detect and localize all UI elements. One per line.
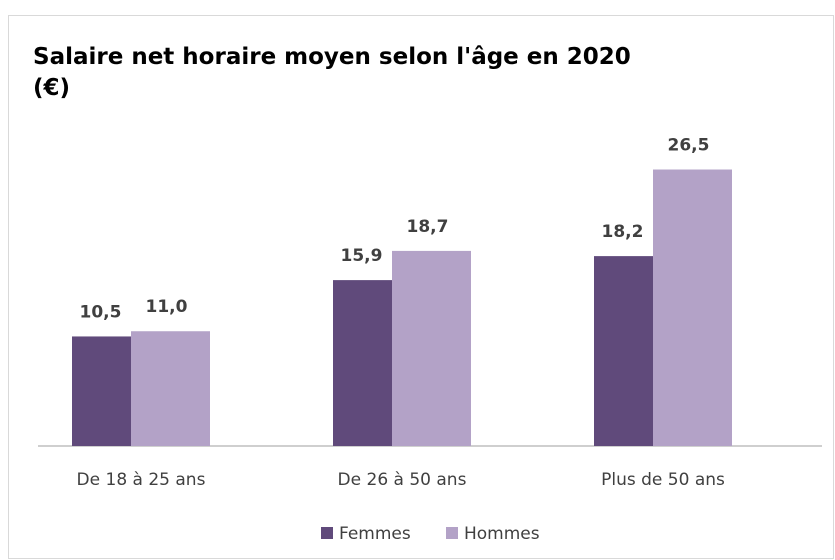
legend-swatch — [446, 527, 458, 539]
bar — [594, 256, 653, 446]
x-tick-label: De 26 à 50 ans — [338, 470, 467, 490]
x-tick-label: Plus de 50 ans — [601, 470, 725, 490]
legend-label: Hommes — [464, 524, 540, 544]
value-label: 26,5 — [668, 136, 710, 156]
bar — [333, 280, 392, 446]
bar — [131, 331, 210, 446]
chart-frame — [8, 15, 834, 559]
value-label: 18,2 — [602, 222, 644, 242]
value-label: 10,5 — [80, 302, 122, 322]
chart-title: Salaire net horaire moyen selon l'âge en… — [33, 44, 631, 101]
bar — [653, 169, 732, 446]
legend-label: Femmes — [339, 524, 411, 544]
value-label: 18,7 — [407, 217, 449, 237]
bar — [392, 250, 471, 446]
bar — [72, 336, 131, 446]
x-tick-label: De 18 à 25 ans — [77, 470, 206, 490]
legend-swatch — [321, 527, 333, 539]
value-label: 15,9 — [341, 246, 383, 266]
value-label: 11,0 — [146, 297, 188, 317]
